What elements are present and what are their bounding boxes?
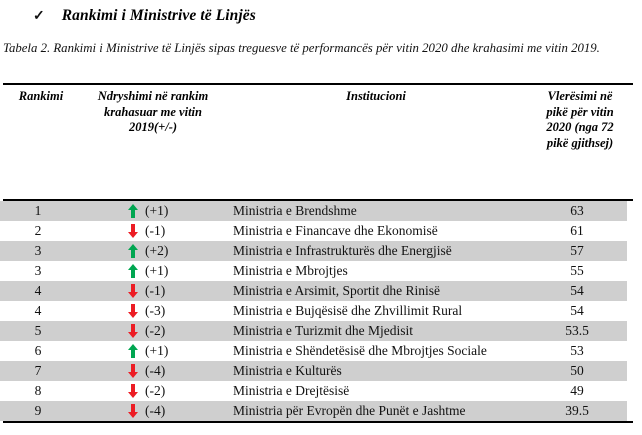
change-cell: (-3): [76, 301, 225, 321]
change-value: (-3): [145, 303, 166, 318]
score-value: 63: [570, 203, 584, 218]
header-score: Vlerësimi në pikë për vitin 2020 (nga 72…: [546, 89, 614, 150]
change-value: (-2): [145, 383, 166, 398]
table-row: 7 (-4) Ministria e Kulturës 50: [0, 361, 627, 381]
header-institution: Institucioni: [346, 89, 406, 103]
table-row: 2 (-1) Ministria e Financave dhe Ekonomisë…: [0, 221, 627, 241]
change-value: (+1): [145, 343, 169, 358]
change-value: (-1): [145, 223, 166, 238]
rank-value: 8: [34, 383, 42, 398]
section-title: Rankimi i Ministrive të Linjës: [61, 7, 256, 24]
score-value: 54: [570, 283, 584, 298]
change-value: (-4): [145, 403, 166, 418]
rank-value: 7: [34, 363, 42, 378]
table-row: 3 (+1) Ministria e Mbrojtjes 55: [0, 261, 627, 281]
change-value: (+1): [145, 263, 169, 278]
score-value: 61: [570, 223, 584, 238]
table-row: 8 (-2) Ministria e Drejtësisë 49: [0, 381, 627, 401]
change-cell: (-2): [76, 321, 225, 341]
score-value: 54: [570, 303, 584, 318]
score-value: 53: [570, 343, 584, 358]
score-value: 39.5: [565, 403, 589, 418]
institution-name: Ministria e Shëndetësisë dhe Mbrojtjes S…: [233, 343, 487, 358]
rank-value: 6: [34, 343, 42, 358]
score-value: 49: [570, 383, 584, 398]
up-arrow-icon: [128, 341, 138, 361]
change-cell: (-2): [76, 381, 225, 401]
rank-value: 4: [34, 283, 42, 298]
change-value: (-4): [145, 363, 166, 378]
institution-name: Ministria e Turizmit dhe Mjedisit: [233, 323, 414, 338]
up-arrow-icon: [128, 201, 138, 221]
score-value: 50: [570, 363, 584, 378]
table-row: 3 (+2) Ministria e Infrastrukturës dhe Ene…: [0, 241, 627, 261]
table-row: 5 (-2) Ministria e Turizmit dhe Mjedisit 53…: [0, 321, 627, 341]
rank-value: 5: [34, 323, 42, 338]
institution-name: Ministria për Evropën dhe Punët e Jashtm…: [233, 403, 466, 418]
section-title-row: ✓ Rankimi i Ministrive të Linjës: [33, 7, 256, 25]
down-arrow-icon: [128, 281, 138, 301]
table-row: 1 (+1) Ministria e Brendshme 63: [0, 201, 627, 221]
institution-name: Ministria e Infrastrukturës dhe Energjis…: [233, 243, 452, 258]
down-arrow-icon: [128, 361, 138, 381]
change-cell: (-4): [76, 401, 225, 421]
institution-name: Ministria e Bujqësisë dhe Zhvillimit Rur…: [233, 303, 463, 318]
table-bottom-rule: [3, 421, 633, 423]
change-cell: (-1): [76, 281, 225, 301]
checkmark-icon: ✓: [33, 9, 45, 24]
down-arrow-icon: [128, 401, 138, 421]
change-cell: (+1): [76, 341, 225, 361]
rank-value: 4: [34, 303, 42, 318]
up-arrow-icon: [128, 241, 138, 261]
down-arrow-icon: [128, 301, 138, 321]
change-value: (+2): [145, 243, 169, 258]
rank-value: 3: [34, 263, 42, 278]
institution-name: Ministria e Mbrojtjes: [233, 263, 348, 278]
table-row: 4 (-3) Ministria e Bujqësisë dhe Zhvillimi…: [0, 301, 627, 321]
table-row: 4 (-1) Ministria e Arsimit, Sportit dhe Ri…: [0, 281, 627, 301]
rank-value: 2: [34, 223, 42, 238]
score-value: 55: [570, 263, 584, 278]
rank-value: 9: [34, 403, 42, 418]
institution-name: Ministria e Drejtësisë: [233, 383, 350, 398]
table-row: 6 (+1) Ministria e Shëndetësisë dhe Mbrojt…: [0, 341, 627, 361]
header-rank: Rankimi: [18, 89, 64, 103]
change-value: (-1): [145, 283, 166, 298]
down-arrow-icon: [128, 221, 138, 241]
institution-name: Ministria e Brendshme: [233, 203, 357, 218]
change-cell: (+1): [76, 261, 225, 281]
change-cell: (+1): [76, 201, 225, 221]
rank-value: 1: [34, 203, 42, 218]
up-arrow-icon: [128, 261, 138, 281]
change-cell: (-1): [76, 221, 225, 241]
table-header: Rankimi Ndryshimi në rankim krahasuar me…: [3, 83, 633, 201]
table-caption: Tabela 2. Rankimi i Ministrive të Linjës…: [3, 41, 600, 55]
change-cell: (-4): [76, 361, 225, 381]
rank-value: 3: [34, 243, 42, 258]
header-change: Ndryshimi në rankim krahasuar me vitin 2…: [97, 89, 209, 134]
score-value: 53.5: [565, 323, 589, 338]
change-value: (-2): [145, 323, 166, 338]
table-body: 1 (+1) Ministria e Brendshme 63 2 (-1) Ministr…: [0, 201, 627, 421]
institution-name: Ministria e Arsimit, Sportit dhe Rinisë: [233, 283, 440, 298]
institution-name: Ministria e Financave dhe Ekonomisë: [233, 223, 438, 238]
change-value: (+1): [145, 203, 169, 218]
down-arrow-icon: [128, 321, 138, 341]
table-row: 9 (-4) Ministria për Evropën dhe Punët e J…: [0, 401, 627, 421]
change-cell: (+2): [76, 241, 225, 261]
institution-name: Ministria e Kulturës: [233, 363, 342, 378]
score-value: 57: [570, 243, 584, 258]
down-arrow-icon: [128, 381, 138, 401]
